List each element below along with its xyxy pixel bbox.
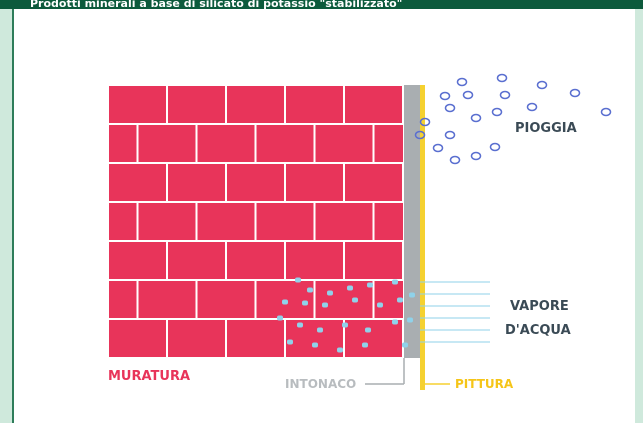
brick xyxy=(139,125,196,162)
vapor-dot xyxy=(287,340,293,345)
brick xyxy=(345,86,402,123)
vapor-dot xyxy=(297,323,303,328)
label-vapore: D'ACQUA xyxy=(505,323,571,338)
header-title: Prodotti minerali a base di silicato di … xyxy=(30,0,402,10)
vapor-dot xyxy=(322,303,328,308)
brick xyxy=(286,86,343,123)
vapor-dot xyxy=(312,343,318,348)
brick xyxy=(109,320,166,357)
brick xyxy=(109,164,166,201)
brick xyxy=(168,320,225,357)
brick xyxy=(109,86,166,123)
vapor-dot xyxy=(347,286,353,291)
intonaco-layer xyxy=(404,85,420,358)
brick xyxy=(109,203,137,240)
brick xyxy=(286,164,343,201)
brick xyxy=(316,125,373,162)
brick xyxy=(198,125,255,162)
vapor-dot xyxy=(377,303,383,308)
vapor-dot xyxy=(365,328,371,333)
vapor-dot xyxy=(362,343,368,348)
brick xyxy=(345,164,402,201)
brick xyxy=(375,125,404,162)
vapor-dot xyxy=(392,320,398,325)
brick xyxy=(168,164,225,201)
brick xyxy=(109,125,137,162)
brick xyxy=(286,320,343,357)
brick xyxy=(227,242,284,279)
brick xyxy=(227,320,284,357)
brick xyxy=(227,86,284,123)
vapor-dot xyxy=(317,328,323,333)
vapor-dot xyxy=(337,348,343,353)
vapor-dot xyxy=(277,316,283,321)
label-pioggia: PIOGGIA xyxy=(515,121,577,136)
pittura-layer xyxy=(420,85,425,390)
brick xyxy=(286,242,343,279)
vapor-dot xyxy=(352,298,358,303)
vapor-dot xyxy=(409,293,415,298)
label-intonaco: INTONACO xyxy=(285,377,356,391)
diagram: Prodotti minerali a base di silicato di … xyxy=(0,0,643,423)
vapor-dot xyxy=(302,301,308,306)
brick xyxy=(257,125,314,162)
brick xyxy=(345,320,402,357)
brick xyxy=(168,86,225,123)
vapor-dot xyxy=(392,280,398,285)
brick xyxy=(316,281,373,318)
page: Prodotti minerali a base di silicato di … xyxy=(0,0,643,423)
brick xyxy=(257,203,314,240)
label-pittura: PITTURA xyxy=(455,377,514,391)
label-vapore: VAPORE xyxy=(510,299,569,314)
label-muratura: MURATURA xyxy=(108,369,190,384)
brick xyxy=(168,242,225,279)
brick xyxy=(227,164,284,201)
vapor-dot xyxy=(397,298,403,303)
brick xyxy=(316,203,373,240)
brick xyxy=(109,242,166,279)
brick xyxy=(139,281,196,318)
vapor-dot xyxy=(282,300,288,305)
vapor-dot xyxy=(307,288,313,293)
vapor-dot xyxy=(342,323,348,328)
brick xyxy=(345,242,402,279)
brick xyxy=(198,203,255,240)
brick xyxy=(375,203,404,240)
vapor-dot xyxy=(367,283,373,288)
brick xyxy=(198,281,255,318)
brick xyxy=(139,203,196,240)
vapor-dot xyxy=(407,318,413,323)
vapor-dot xyxy=(402,343,408,348)
vapor-dot xyxy=(327,291,333,296)
brick xyxy=(109,281,137,318)
vapor-dot xyxy=(295,278,301,283)
